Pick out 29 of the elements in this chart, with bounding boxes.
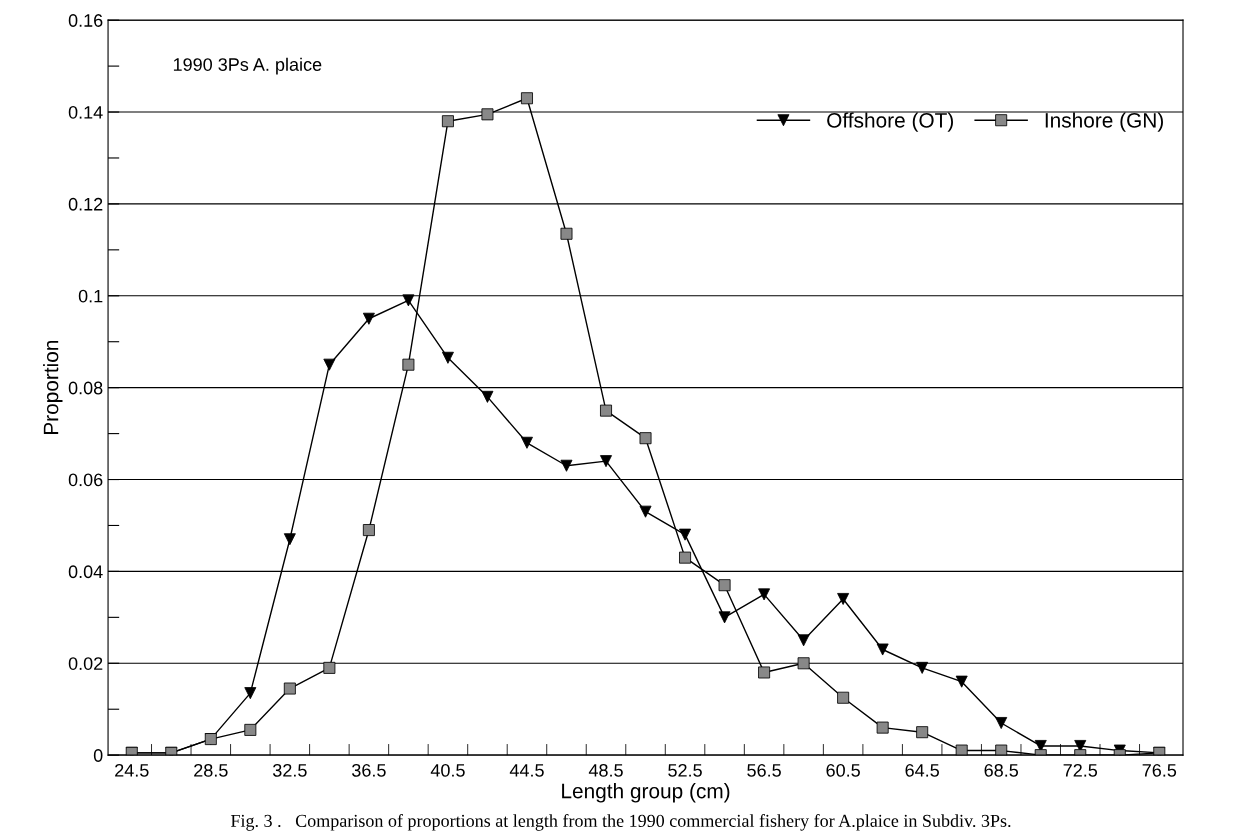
x-tick-label: 68.5 (984, 763, 1019, 777)
legend-label: Inshore (GN) (1045, 112, 1163, 132)
annotation: 1990 3Ps A. plaice (173, 57, 322, 75)
y-tick-label: 0.08 (68, 381, 103, 395)
x-tick-label: 76.5 (1142, 763, 1177, 777)
x-tick-label: 52.5 (668, 763, 702, 777)
x-tick-label: 44.5 (509, 764, 544, 777)
y-tick-label: 0.12 (68, 197, 103, 211)
y-tick-label: 0.04 (68, 565, 103, 579)
y-axis-title: Proportion (43, 340, 63, 435)
legend-label: Offshore (OT) (827, 112, 953, 132)
caption: Fig. 3 . Comparison of proportions at length from the 1990 commercial fishery for A.plaice in Subdiv. 3Ps. (230, 814, 1011, 831)
x-tick-label: 28.5 (194, 763, 228, 777)
x-tick-label: 36.5 (352, 763, 386, 777)
x-tick-label: 72.5 (1063, 763, 1098, 777)
x-tick-label: 60.5 (826, 763, 860, 777)
y-tick-label: 0 (93, 749, 103, 762)
x-tick-label: 56.5 (747, 763, 781, 777)
y-tick-label: 0.14 (68, 105, 103, 119)
x-tick-label: 32.5 (272, 763, 307, 777)
y-tick-label: 0.1 (78, 289, 103, 303)
y-tick-label: 0.16 (68, 14, 103, 27)
y-tick-label: 0.06 (68, 473, 103, 487)
x-tick-label: 24.5 (115, 763, 149, 777)
x-tick-label: 64.5 (905, 763, 939, 777)
y-tick-label: 0.02 (68, 657, 103, 671)
x-axis-title: Length group (cm) (562, 783, 730, 803)
x-tick-label: 48.5 (588, 763, 623, 777)
x-tick-label: 40.5 (430, 763, 465, 777)
